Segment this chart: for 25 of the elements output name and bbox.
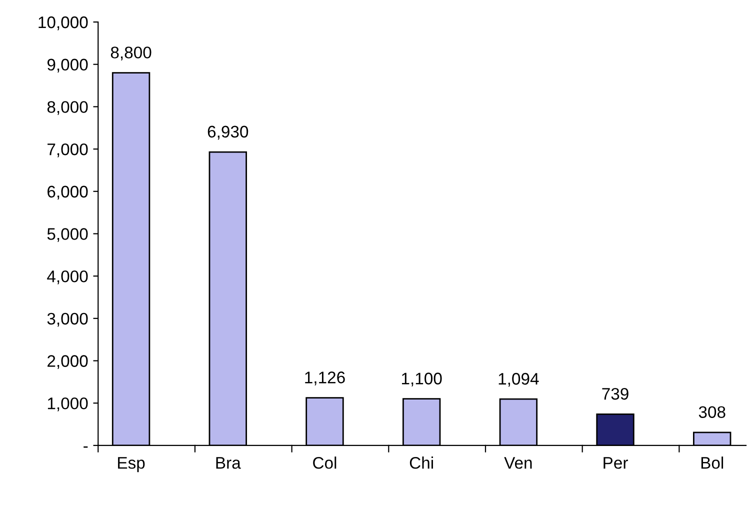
x-tick-label: Per <box>604 457 628 469</box>
data-label: 8,800 <box>110 46 152 60</box>
data-label: 1,094 <box>498 372 539 387</box>
y-tick-label: 3,000 <box>47 312 88 327</box>
y-tick-label: - <box>84 446 88 448</box>
data-label: 739 <box>602 388 628 400</box>
y-tick-label: 10,000 <box>38 16 88 30</box>
data-label: 1,100 <box>402 372 442 386</box>
data-label: 6,930 <box>208 126 248 140</box>
y-tick-label: 6,000 <box>48 186 88 200</box>
y-tick-label: 8,000 <box>47 101 88 115</box>
y-tick-label: 1,000 <box>48 398 88 412</box>
y-tick-label: 7,000 <box>48 143 88 158</box>
y-tick-label: 9,000 <box>47 58 88 73</box>
x-tick-label: Chi <box>410 456 433 469</box>
x-tick-label: Ven <box>504 457 532 469</box>
data-label: 1,126 <box>305 372 345 386</box>
data-label: 308 <box>698 406 726 418</box>
x-tick-label: Esp <box>118 457 145 472</box>
y-tick-label: 2,000 <box>48 355 88 369</box>
x-tick-label: Col <box>313 456 336 469</box>
y-tick-label: 4,000 <box>47 270 88 284</box>
x-tick-label: Bol <box>701 456 724 469</box>
x-tick-label: Bra <box>216 457 241 469</box>
y-tick-label: 5,000 <box>47 228 88 242</box>
